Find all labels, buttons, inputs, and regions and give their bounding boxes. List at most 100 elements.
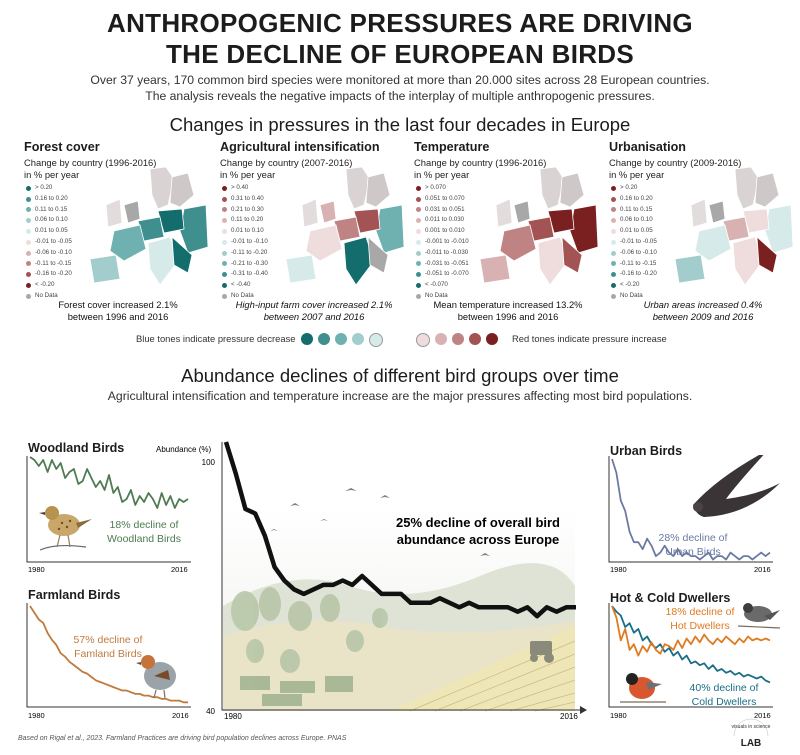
- panel-caption-line2: between 2007 and 2016: [263, 311, 365, 322]
- country-region: [123, 200, 141, 224]
- legend-item: -0.16 to -0.20: [26, 269, 72, 280]
- legend-swatch: [222, 272, 227, 278]
- panel-caption: Mean temperature increased 13.2% between …: [418, 299, 598, 323]
- woodland-chart: 1980 2016 18% decline of Woodland Birds: [26, 456, 191, 574]
- legend-label: -0.31 to -0.40: [231, 270, 268, 278]
- legend-item: No Data: [416, 291, 469, 302]
- legend-label: 0.01 to 0.05: [620, 227, 653, 235]
- legend-item: 0.16 to 0.20: [26, 194, 72, 205]
- country-region: [169, 172, 195, 208]
- farmland-x-end-tick: 2016: [172, 711, 189, 720]
- legend-label: 0.01 to 0.10: [231, 227, 264, 235]
- panel-caption: Urban areas increased 0.4% between 2009 a…: [613, 299, 793, 323]
- legend-swatch: [611, 229, 616, 235]
- legend-item: > 0.40: [222, 183, 268, 194]
- legend-label: 0.21 to 0.30: [231, 205, 264, 213]
- legend-label: -0.11 to -0.15: [35, 259, 72, 267]
- woodland-x-start-tick: 1980: [28, 565, 45, 574]
- meadow-pipit-illustration: [39, 506, 92, 551]
- legend-swatch: [416, 272, 421, 278]
- flycatcher-illustration: [737, 603, 780, 629]
- legend-label: 0.31 to 0.40: [231, 194, 264, 202]
- europe-map: [674, 166, 794, 286]
- woodland-title: Woodland Birds: [28, 441, 125, 455]
- country-region: [147, 236, 179, 286]
- page-title: ANTHROPOGENIC PRESSURES ARE DRIVING THE …: [107, 8, 693, 69]
- woodland-annotation-line2: Woodland Birds: [107, 533, 181, 545]
- page-subtitle: Over 37 years, 170 common bird species w…: [90, 73, 710, 103]
- legend-swatch: [26, 239, 31, 245]
- x-axis-arrow: [580, 706, 587, 714]
- legend-item: No Data: [26, 291, 72, 302]
- legend-label: < -0.20: [620, 281, 640, 289]
- urban-x-start-tick: 1980: [610, 565, 627, 574]
- farmland-line: [29, 605, 188, 704]
- legend-label: 0.031 to 0.051: [425, 205, 465, 213]
- legend-swatch: [222, 229, 227, 235]
- panel-caption-line1: High-input farm cover increased 2.1%: [235, 299, 393, 310]
- woodland-x-end-tick: 2016: [171, 565, 188, 574]
- legend-swatch: [26, 207, 31, 213]
- cold-annotation-line2: Cold Dwellers: [692, 696, 757, 708]
- legend-label: -0.16 to -0.20: [35, 270, 72, 278]
- panel-caption-line2: between 1996 and 2016: [457, 311, 559, 322]
- swift-illustration: [693, 455, 780, 517]
- legend-item: -0.001 to -0.010: [416, 237, 469, 248]
- panel-period-text: Change by country (1996-2016): [24, 157, 157, 168]
- legend-label: < -0.40: [231, 281, 251, 289]
- scale-swatch: [435, 333, 447, 345]
- urban-chart: 1980 2016 28% decline of Urban Birds: [608, 455, 780, 574]
- panel-period: Change by country (1996-2016) in % per ye…: [24, 157, 156, 181]
- country-region: [305, 224, 343, 262]
- legend-label: No Data: [425, 291, 448, 299]
- legend-label: 0.051 to 0.070: [425, 194, 465, 202]
- legend-label: -0.11 to -0.20: [231, 248, 268, 256]
- panel-title: Forest cover: [24, 140, 100, 154]
- legend-label: -0.06 to -0.10: [35, 248, 72, 256]
- hot-cold-chart: 1980 2016 18% decline of Hot Dwellers 40…: [608, 603, 780, 720]
- panel-period-text: Change by country (1996-2016): [414, 157, 547, 168]
- country-region: [319, 200, 337, 224]
- legend-item: 0.011 to 0.030: [416, 215, 469, 226]
- woodland-annotation-line1: 18% decline of: [110, 519, 179, 531]
- legend-label: > 0.20: [620, 184, 638, 191]
- panel-legend: > 0.20 0.16 to 0.20 0.11 to 0.15 0.06 to 0.…: [26, 183, 72, 302]
- legend-item: -0.011 to -0.030: [416, 248, 469, 259]
- legend-swatch: [416, 239, 421, 245]
- panel-unit-note: in % per year: [414, 169, 470, 180]
- urban-title: Urban Birds: [610, 444, 683, 458]
- panel-caption: Forest cover increased 2.1% between 1996 …: [28, 299, 208, 323]
- legend-item: -0.31 to -0.40: [222, 269, 268, 280]
- legend-item: 0.06 to 0.10: [26, 215, 72, 226]
- farmland-x-start-tick: 1980: [28, 711, 45, 720]
- legend-swatch: [26, 272, 31, 278]
- chart-axes: [608, 456, 773, 563]
- legend-swatch: [26, 250, 31, 256]
- legend-label: 0.001 to 0.010: [425, 227, 465, 235]
- legend-label: 0.16 to 0.20: [620, 194, 653, 202]
- urban-annotation-line1: 28% decline of: [659, 532, 728, 544]
- panel-period-text: Change by country (2007-2016): [220, 157, 353, 168]
- legend-swatch: [416, 196, 421, 202]
- legend-swatch: [416, 261, 421, 267]
- red-scale-label: Red tones indicate pressure increase: [512, 333, 667, 344]
- legend-label: -0.01 to -0.05: [35, 237, 72, 245]
- panel-caption-line2: between 1996 and 2016: [67, 311, 169, 322]
- panel-period: Change by country (2009-2016) in % per ye…: [609, 157, 741, 181]
- country-region: [539, 166, 565, 210]
- legend-swatch: [611, 185, 616, 191]
- panel-title: Urbanisation: [609, 140, 686, 154]
- legend-swatch: [416, 293, 421, 299]
- country-region: [734, 166, 760, 210]
- scale-swatch: [469, 333, 481, 345]
- scale-swatch: [318, 333, 330, 345]
- legend-item: -0.01 to -0.10: [222, 237, 268, 248]
- farmland-annotation-line1: 57% decline of: [74, 634, 143, 646]
- legend-label: -0.031 to -0.051: [425, 259, 469, 267]
- legend-swatch: [416, 218, 421, 224]
- legend-item: 0.16 to 0.20: [611, 194, 657, 205]
- legend-item: -0.01 to -0.05: [611, 237, 657, 248]
- legend-swatch: [611, 218, 616, 224]
- legend-swatch: [416, 185, 421, 191]
- lab-logo-mark: LAB: [741, 738, 762, 749]
